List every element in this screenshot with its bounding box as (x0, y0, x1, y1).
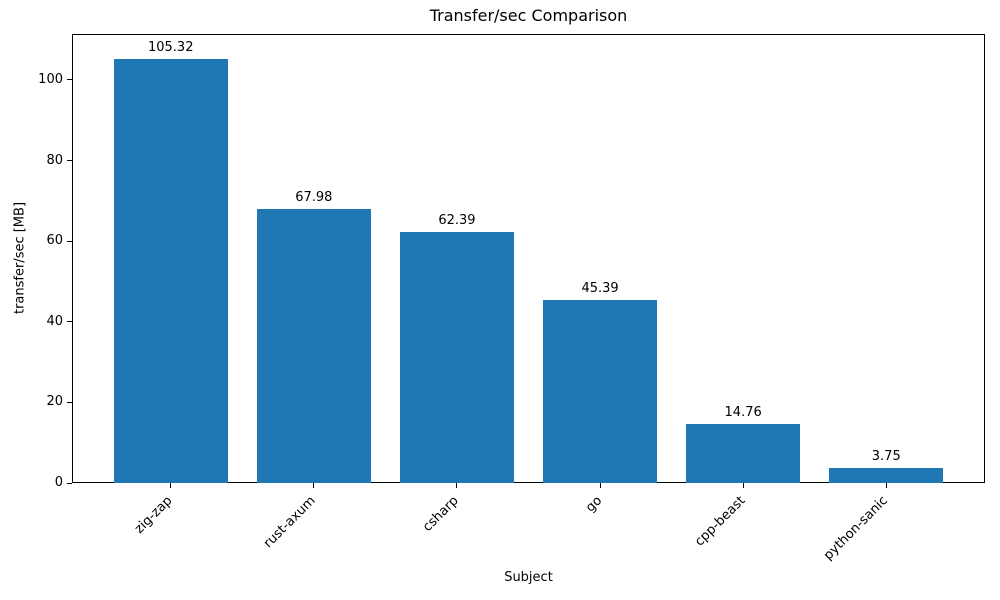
y-tick-label: 20 (46, 394, 63, 410)
bar-value-label: 62.39 (438, 212, 476, 228)
bar-csharp (399, 231, 515, 483)
x-tick-label: rust-axum (261, 493, 319, 552)
bar-value-label: 14.76 (724, 404, 762, 420)
x-tick-mark (742, 483, 744, 488)
x-tick-mark (599, 483, 601, 488)
bar-value-label: 45.39 (581, 281, 619, 297)
y-tick-mark (67, 160, 72, 162)
y-tick-label: 0 (54, 475, 63, 490)
bar-cpp-beast (685, 423, 801, 483)
x-tick-mark (313, 483, 315, 488)
bar-value-label: 3.75 (871, 448, 901, 464)
y-tick-label: 100 (38, 71, 63, 87)
x-tick-label: cpp-beast (691, 493, 749, 550)
y-tick-label: 80 (46, 152, 63, 168)
y-tick-mark (67, 482, 72, 484)
bar-python-sanic (829, 467, 944, 483)
bar-value-label: 67.98 (295, 190, 333, 205)
x-tick-mark (456, 483, 458, 488)
chart-title: Transfer/sec Comparison (429, 6, 628, 25)
bar-value-label: 105.32 (147, 39, 194, 55)
y-tick-label: 60 (46, 233, 63, 249)
y-tick-mark (67, 79, 72, 81)
x-tick-label: go (582, 493, 605, 516)
y-tick-mark (67, 321, 72, 323)
y-tick-mark (67, 401, 72, 403)
bar-zig-zap (113, 58, 228, 483)
x-axis-label: Subject (504, 570, 553, 585)
x-tick-label: python-sanic (821, 493, 892, 564)
y-axis-label: transfer/sec [MB] (12, 201, 28, 315)
y-tick-mark (67, 240, 72, 242)
bar-go (542, 300, 658, 483)
y-tick-label: 40 (46, 313, 63, 329)
bar-rust-axum (256, 209, 372, 483)
x-tick-mark (885, 483, 887, 488)
x-tick-mark (170, 483, 172, 488)
x-tick-label: csharp (420, 493, 462, 535)
x-tick-label: zig-zap (132, 493, 176, 537)
